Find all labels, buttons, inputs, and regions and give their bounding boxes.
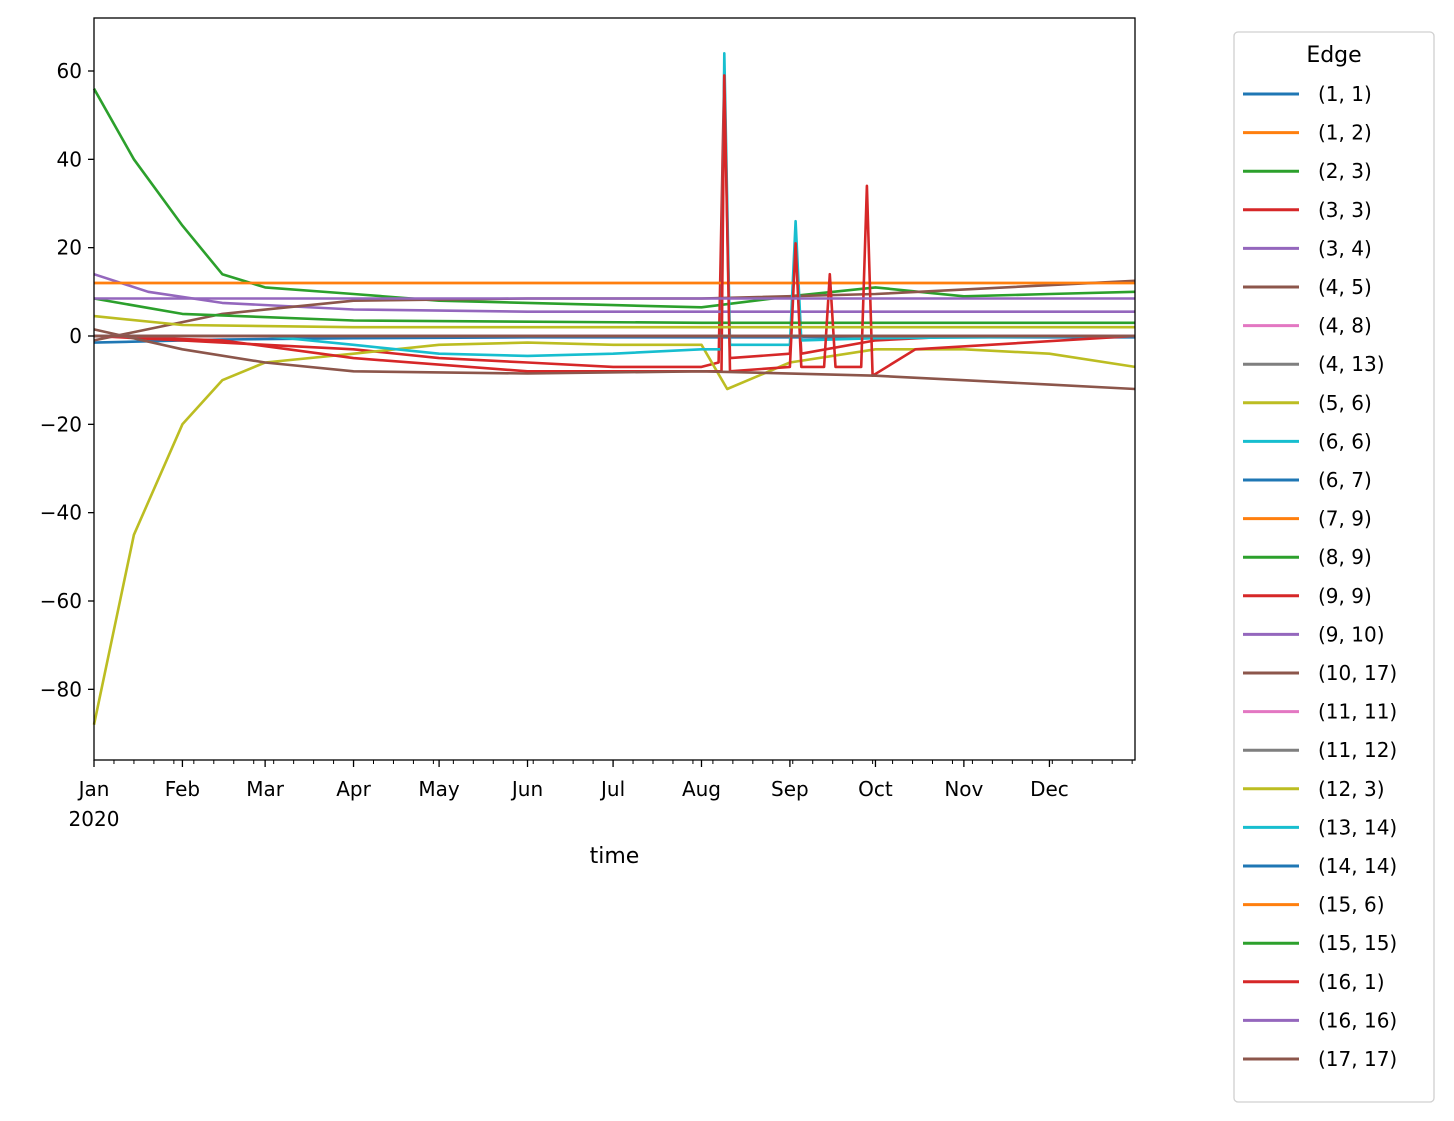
legend-label: (11, 11)	[1318, 700, 1397, 724]
x-tick-label: Nov	[944, 777, 983, 801]
series-line-15	[93, 328, 1136, 391]
series-line-13	[93, 74, 1136, 378]
x-tick-label: Aug	[682, 777, 721, 801]
legend-label: (8, 9)	[1318, 545, 1372, 569]
legend-label: (4, 8)	[1318, 314, 1372, 338]
x-tick-label: Feb	[165, 777, 200, 801]
y-tick-label: −60	[40, 589, 82, 613]
legend-items: (1, 1) (1, 2) (2, 3) (3, 3) (3, 4) (4, 5) (4, …	[1243, 82, 1397, 1071]
y-tick-label: 40	[57, 147, 82, 171]
plot-area-frame	[93, 17, 1136, 761]
x-tick-label: Sep	[771, 777, 809, 801]
legend-title: Edge	[1306, 43, 1361, 68]
series-line-12	[93, 297, 1135, 325]
legend-label: (16, 16)	[1318, 1008, 1397, 1032]
x-tick-label: Oct	[858, 777, 893, 801]
x-tick-label: Jul	[599, 777, 625, 801]
y-axis: 60 40 20 0 −20 −40 −60 −80	[40, 59, 94, 701]
legend-label: (13, 14)	[1318, 815, 1397, 839]
y-tick-label: −40	[40, 501, 82, 525]
legend-label: (3, 4)	[1318, 236, 1372, 260]
x-tick-label: Dec	[1030, 777, 1069, 801]
legend-label: (9, 9)	[1318, 584, 1372, 608]
legend: Edge (1, 1) (1, 2) (2, 3) (3, 3) (3, 4) (4, 5…	[1233, 31, 1435, 1103]
legend-label: (16, 1)	[1318, 970, 1385, 994]
legend-label: (5, 6)	[1318, 391, 1372, 415]
legend-label: (12, 3)	[1318, 777, 1385, 801]
legend-label: (17, 17)	[1318, 1047, 1397, 1071]
x-tick-label: Apr	[336, 777, 371, 801]
series-line-18	[93, 314, 1135, 329]
legend-label: (6, 7)	[1318, 468, 1372, 492]
legend-label: (15, 15)	[1318, 931, 1397, 955]
legend-label: (1, 2)	[1318, 121, 1372, 145]
x-axis-label: time	[590, 844, 640, 869]
y-tick-label: 20	[57, 236, 82, 260]
legend-label: (1, 1)	[1318, 82, 1372, 106]
x-tick-sublabel: 2020	[69, 807, 120, 831]
legend-label: (14, 14)	[1318, 854, 1397, 878]
legend-label: (4, 5)	[1318, 275, 1372, 299]
legend-label: (15, 6)	[1318, 893, 1385, 917]
series-line-8	[92, 341, 1136, 725]
legend-label: (10, 17)	[1318, 661, 1397, 685]
legend-label: (7, 9)	[1318, 507, 1372, 531]
y-tick-label: 60	[57, 59, 82, 83]
legend-label: (11, 12)	[1318, 738, 1397, 762]
legend-label: (4, 13)	[1318, 352, 1385, 376]
legend-label: (2, 3)	[1318, 159, 1372, 183]
y-tick-label: 0	[69, 324, 82, 348]
legend-label: (6, 6)	[1318, 429, 1372, 453]
series-layer	[92, 51, 1136, 725]
legend-box	[1233, 31, 1435, 1103]
series-line-4	[93, 272, 1135, 314]
y-tick-label: −20	[40, 412, 82, 436]
series-line-2	[92, 88, 1136, 309]
y-tick-label: −80	[40, 677, 82, 701]
x-tick-label: Jan	[77, 777, 110, 801]
x-tick-label: Mar	[246, 777, 285, 801]
legend-label: (9, 10)	[1318, 622, 1385, 646]
x-tick-label: Jun	[510, 777, 543, 801]
x-tick-label: May	[418, 777, 460, 801]
series-line-3	[93, 69, 1135, 369]
x-axis: Jan 2020 Feb Mar Apr May Jun Jul Aug Sep Oct Nov Dec	[69, 760, 1133, 831]
legend-label: (3, 3)	[1318, 198, 1372, 222]
